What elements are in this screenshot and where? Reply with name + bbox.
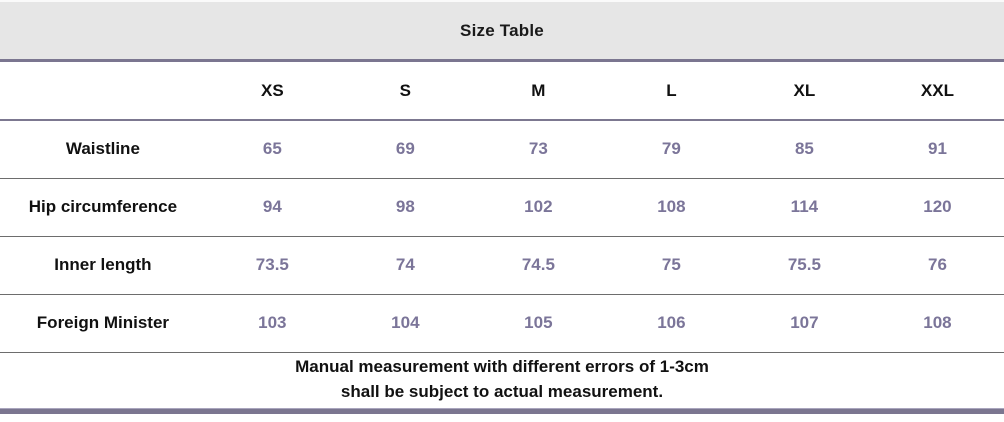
row-label: Foreign Minister (36, 313, 170, 332)
size-column-header: XXL (920, 80, 954, 100)
size-column-header: S (399, 80, 412, 100)
top-strip (0, 0, 1004, 2)
footer-note-line-2: shall be subject to actual measurement. (340, 382, 664, 401)
row-label: Hip circumference (28, 197, 178, 216)
size-header-row: XS S M L XL XXL (0, 62, 1004, 120)
cell-value: 75 (661, 255, 681, 274)
cell-value: 73.5 (255, 255, 289, 274)
size-column-header: L (666, 80, 677, 100)
cell-value: 85 (794, 139, 814, 159)
cell-value: 91 (927, 139, 947, 159)
cell-value: 98 (395, 197, 415, 216)
cell-value: 65 (262, 139, 282, 159)
title-bar: Size Table (0, 2, 1004, 62)
table-row: Hip circumference 94 98 102 108 114 120 (0, 178, 1004, 236)
cell-value: 75.5 (787, 255, 821, 274)
bottom-accent-bar (0, 407, 1004, 414)
cell-value: 114 (790, 197, 819, 216)
size-column-header: M (531, 80, 546, 100)
size-column-header: XL (793, 80, 816, 100)
cell-value: 105 (524, 313, 553, 332)
cell-value: 73 (528, 139, 548, 159)
cell-value: 106 (657, 313, 686, 332)
footer-note-line-1: Manual measurement with different errors… (295, 357, 709, 377)
cell-value: 108 (657, 197, 686, 216)
size-table: XS S M L XL XXL Waistline 65 69 73 79 85 91 Hip circ… (0, 62, 1004, 353)
table-row: Inner length 73.5 74 74.5 75 75.5 76 (0, 236, 1004, 294)
cell-value: 69 (395, 139, 415, 159)
size-table-body: Waistline 65 69 73 79 85 91 Hip circumference 94… (0, 120, 1004, 352)
cell-value: 107 (790, 313, 819, 332)
cell-value: 74.5 (521, 255, 555, 274)
row-label: Waistline (65, 139, 140, 159)
footer-note: Manual measurement with different errors… (0, 353, 1004, 408)
cell-value: 104 (391, 313, 420, 332)
table-row: Waistline 65 69 73 79 85 91 (0, 120, 1004, 178)
row-label: Inner length (54, 255, 152, 274)
size-column-header: XS (260, 80, 284, 100)
cell-value: 74 (395, 255, 415, 274)
size-header-spacer (0, 62, 206, 120)
cell-value: 76 (927, 255, 947, 274)
cell-value: 120 (923, 197, 952, 216)
cell-value: 103 (258, 313, 287, 332)
table-row: Foreign Minister 103 104 105 106 107 108 (0, 294, 1004, 352)
cell-value: 79 (661, 139, 681, 159)
page-title: Size Table (460, 20, 544, 40)
cell-value: 108 (923, 313, 952, 332)
cell-value: 94 (262, 197, 282, 216)
cell-value: 102 (524, 197, 553, 216)
